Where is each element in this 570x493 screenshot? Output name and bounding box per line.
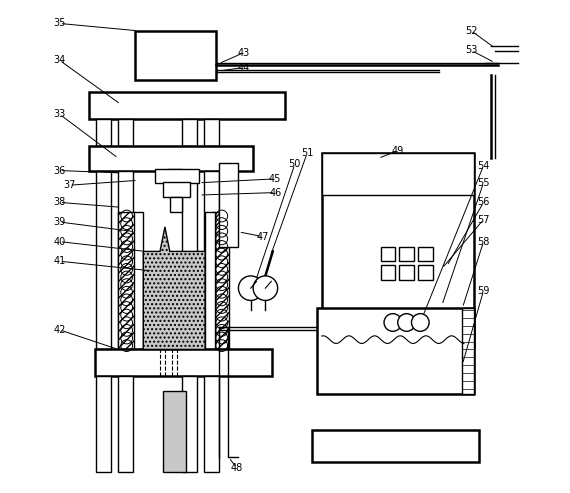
- Bar: [170, 198, 182, 212]
- Text: 53: 53: [465, 45, 478, 55]
- Bar: [204, 119, 219, 146]
- Bar: [204, 377, 219, 472]
- Bar: [205, 212, 215, 350]
- Text: 33: 33: [54, 109, 66, 119]
- Text: 41: 41: [54, 256, 66, 266]
- Polygon shape: [143, 227, 205, 350]
- Text: 49: 49: [392, 146, 404, 156]
- Text: 57: 57: [477, 214, 490, 224]
- Bar: [168, 169, 182, 171]
- Circle shape: [238, 276, 263, 300]
- Bar: [96, 119, 111, 146]
- Bar: [119, 171, 133, 350]
- Text: 37: 37: [63, 180, 75, 190]
- Text: 35: 35: [54, 18, 66, 29]
- Bar: [95, 350, 272, 377]
- Bar: [212, 212, 229, 350]
- Bar: [119, 119, 133, 146]
- Bar: [322, 153, 474, 347]
- Text: 56: 56: [477, 197, 490, 208]
- Text: 51: 51: [301, 148, 314, 158]
- Text: 54: 54: [477, 161, 490, 171]
- Circle shape: [412, 314, 429, 331]
- Bar: [327, 310, 373, 340]
- Text: 46: 46: [269, 187, 282, 198]
- Bar: [89, 92, 285, 119]
- Bar: [418, 246, 433, 261]
- Bar: [204, 171, 219, 350]
- Bar: [89, 146, 253, 171]
- Bar: [96, 171, 111, 350]
- Bar: [462, 308, 474, 393]
- Bar: [119, 212, 135, 350]
- Bar: [136, 31, 217, 80]
- Bar: [322, 153, 474, 195]
- Bar: [164, 391, 186, 472]
- Text: 43: 43: [237, 48, 250, 58]
- Bar: [182, 377, 197, 472]
- Text: 52: 52: [465, 26, 478, 36]
- Bar: [312, 430, 479, 462]
- Text: 36: 36: [54, 166, 66, 176]
- Bar: [96, 377, 111, 472]
- Text: 42: 42: [54, 325, 66, 335]
- Bar: [418, 265, 433, 280]
- Bar: [119, 377, 133, 472]
- Bar: [317, 308, 474, 393]
- Text: 45: 45: [269, 174, 282, 184]
- Text: 50: 50: [288, 159, 301, 169]
- Bar: [155, 169, 199, 183]
- Bar: [399, 265, 414, 280]
- Bar: [219, 163, 238, 246]
- Text: 47: 47: [256, 232, 269, 242]
- Text: 55: 55: [477, 178, 490, 188]
- Bar: [381, 246, 396, 261]
- Text: 58: 58: [477, 237, 490, 246]
- Text: 44: 44: [237, 63, 250, 72]
- Text: 34: 34: [54, 55, 66, 65]
- Bar: [182, 119, 197, 146]
- Circle shape: [253, 276, 278, 300]
- Text: 59: 59: [477, 285, 490, 296]
- Bar: [399, 246, 414, 261]
- Bar: [182, 171, 197, 350]
- Bar: [164, 182, 190, 198]
- Text: 38: 38: [54, 197, 66, 208]
- Text: 39: 39: [54, 217, 66, 227]
- Text: 40: 40: [54, 237, 66, 246]
- Circle shape: [384, 314, 402, 331]
- Text: 48: 48: [231, 463, 243, 473]
- Circle shape: [398, 314, 416, 331]
- Bar: [133, 212, 143, 350]
- Bar: [381, 265, 396, 280]
